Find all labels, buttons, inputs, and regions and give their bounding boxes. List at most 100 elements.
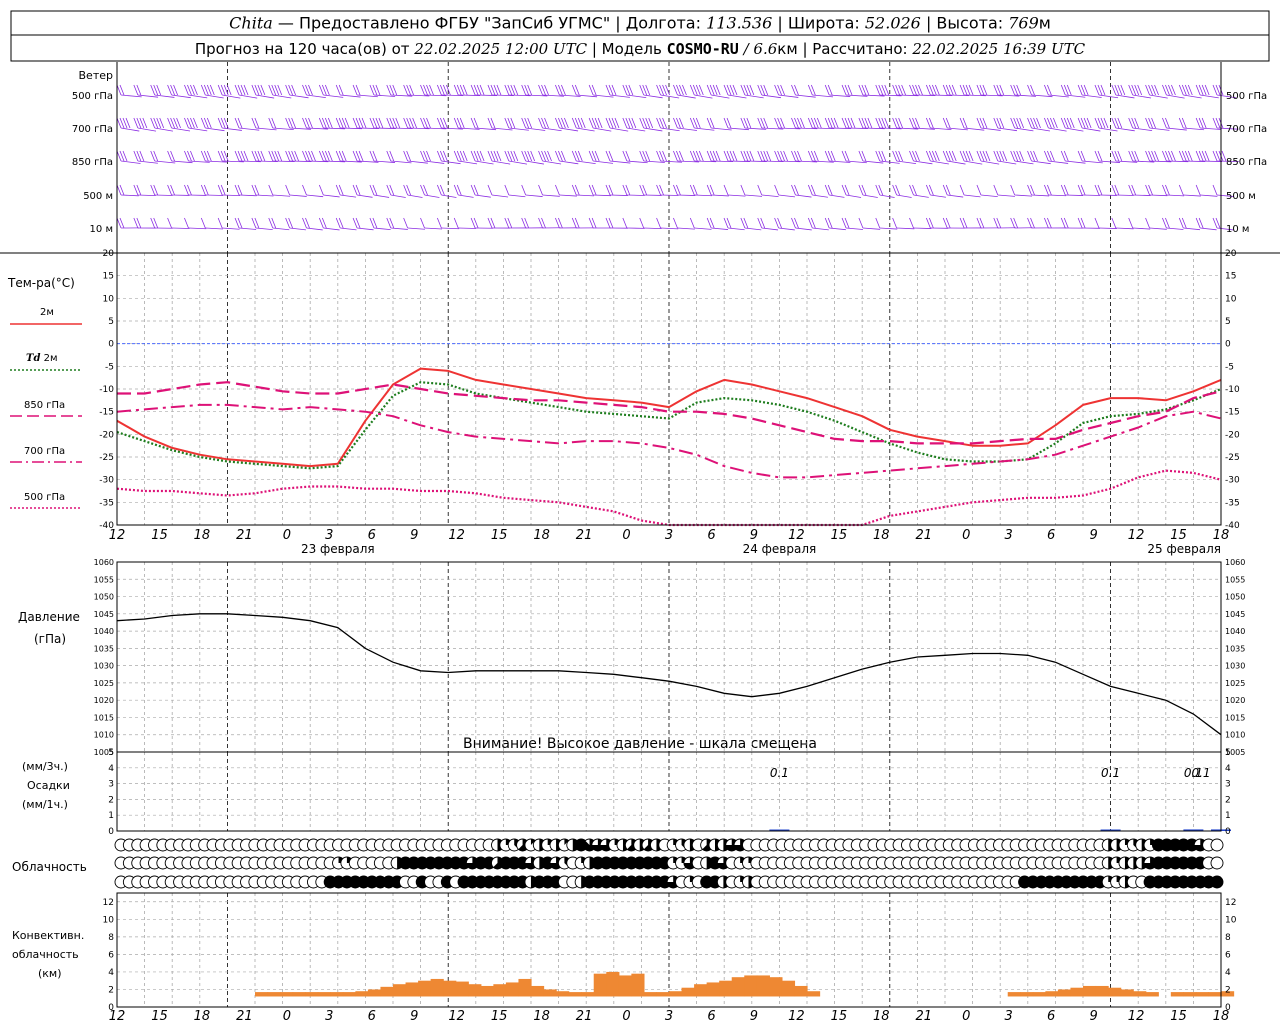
conv-axis-hour-label: 9 <box>410 1009 418 1024</box>
wind-barb-shaft <box>1065 127 1084 132</box>
wind-barb-shaft <box>188 227 207 230</box>
wind-barb-feather <box>423 117 428 129</box>
pressure-tick-right: 1055 <box>1225 575 1245 584</box>
wind-barb-feather <box>909 84 914 96</box>
wind-barb-feather <box>302 84 307 96</box>
wind-barb-shaft <box>1200 227 1217 231</box>
station-name: Chita <box>229 14 273 33</box>
wind-barb-shaft <box>677 127 698 131</box>
wind-barb-shaft <box>913 227 932 229</box>
wind-barb-shaft <box>272 94 292 99</box>
wind-barb-feather <box>827 217 833 229</box>
convective-bar <box>1133 991 1147 997</box>
wind-barb-shaft <box>441 227 460 230</box>
wind-barb-feather <box>1184 84 1190 96</box>
wind-barb-feather <box>574 84 580 96</box>
pressure-tick-left: 1040 <box>94 627 114 636</box>
wind-barb-feather <box>1128 184 1134 196</box>
wind-barb-feather <box>1094 117 1100 129</box>
wind-barb-feather <box>251 184 257 196</box>
wind-barb-shaft <box>306 160 329 163</box>
wind-barb-feather <box>1195 217 1201 229</box>
wind-barb-shaft <box>458 160 478 165</box>
wind-barb-feather <box>544 117 549 129</box>
wind-barb-feather <box>184 217 189 229</box>
wind-barb-feather <box>240 150 246 162</box>
wind-barb-feather <box>588 84 594 96</box>
wind-barb-feather <box>318 217 324 229</box>
wind-barb-feather <box>352 217 358 229</box>
wind-barb-feather <box>740 184 746 196</box>
wind-barb-feather <box>209 84 215 96</box>
wind-barb-feather <box>133 150 139 162</box>
wind-barb-shaft <box>525 194 543 197</box>
wind-barb-shaft <box>441 160 461 165</box>
wind-barb-feather <box>858 84 864 96</box>
wind-barb-feather <box>743 217 749 229</box>
wind-barb-feather <box>1030 117 1035 129</box>
wind-barb-feather <box>847 84 853 96</box>
wind-barb-feather <box>459 150 465 162</box>
wind-barb-shaft <box>222 194 241 197</box>
wind-barb-feather <box>521 217 527 229</box>
wind-barb-feather <box>1033 117 1038 129</box>
wind-barb-shaft <box>407 194 423 198</box>
wind-barb-shaft <box>1183 127 1205 131</box>
wind-barb-feather <box>426 150 431 162</box>
wind-barb-feather <box>423 184 428 196</box>
wind-barb-shaft <box>289 227 306 231</box>
wind-barb-shaft <box>525 94 548 97</box>
wind-barb-feather <box>875 217 881 229</box>
wind-barb-feather <box>459 84 465 96</box>
precip-annotation: 0.1 <box>1184 766 1203 780</box>
wind-barb-shaft <box>711 127 732 131</box>
wind-barb-feather <box>976 217 982 229</box>
wind-barb-feather <box>1117 117 1123 129</box>
wind-barb-feather <box>277 84 283 96</box>
wind-barb-feather <box>830 150 836 162</box>
wind-barb-feather <box>470 84 476 96</box>
wind-barb-feather <box>689 184 695 196</box>
wind-level-left: 500 м <box>83 191 113 202</box>
wind-barb-feather <box>187 117 192 129</box>
wind-barb-feather <box>861 84 867 96</box>
wind-barb-shaft <box>255 227 273 231</box>
wind-barb-feather <box>605 117 611 129</box>
wind-barb-feather <box>723 150 729 162</box>
wind-barb-feather <box>496 150 502 162</box>
wind-barb-shaft <box>1014 94 1036 97</box>
wind-barb-feather <box>1181 117 1187 129</box>
wind-barb-feather <box>740 84 746 96</box>
wind-barb-shaft <box>1098 94 1119 99</box>
conv-axis-hour-label: 9 <box>1089 1009 1097 1024</box>
convective-bar <box>1032 992 1046 997</box>
wind-barb-shaft <box>896 194 912 198</box>
precip-tick-right: 4 <box>1225 764 1231 774</box>
wind-barb-feather <box>1097 117 1103 129</box>
legend-label-td2m: Td 2м <box>26 353 58 364</box>
wind-barb-feather <box>268 117 274 129</box>
wind-level-right: 700 гПа <box>1226 124 1267 135</box>
wind-barb-shaft <box>795 94 816 98</box>
pressure-tick-left: 1050 <box>94 593 114 602</box>
wind-barb-feather <box>881 150 887 162</box>
wind-barb-feather <box>760 117 766 129</box>
wind-barb-feather <box>260 84 266 96</box>
wind-barb-feather <box>912 117 917 129</box>
wind-barb-feather <box>136 184 142 196</box>
wind-barb-feather <box>335 217 341 229</box>
wind-barb-feather <box>308 150 313 162</box>
wind-barb-shaft <box>711 94 730 99</box>
wind-barb-feather <box>234 217 240 229</box>
convective-bar <box>342 992 356 997</box>
wind-barb-feather <box>167 150 172 162</box>
wind-barb-feather <box>1168 150 1173 162</box>
pressure-tick-left: 1015 <box>94 713 114 722</box>
convective-bar <box>807 991 821 997</box>
wind-barb-shaft <box>643 160 665 163</box>
wind-barb-shaft <box>1166 127 1187 131</box>
wind-barb-feather <box>591 217 597 229</box>
wind-barb-shaft <box>576 127 595 132</box>
wind-barb-feather <box>875 117 881 129</box>
wind-barb-feather <box>479 84 485 96</box>
